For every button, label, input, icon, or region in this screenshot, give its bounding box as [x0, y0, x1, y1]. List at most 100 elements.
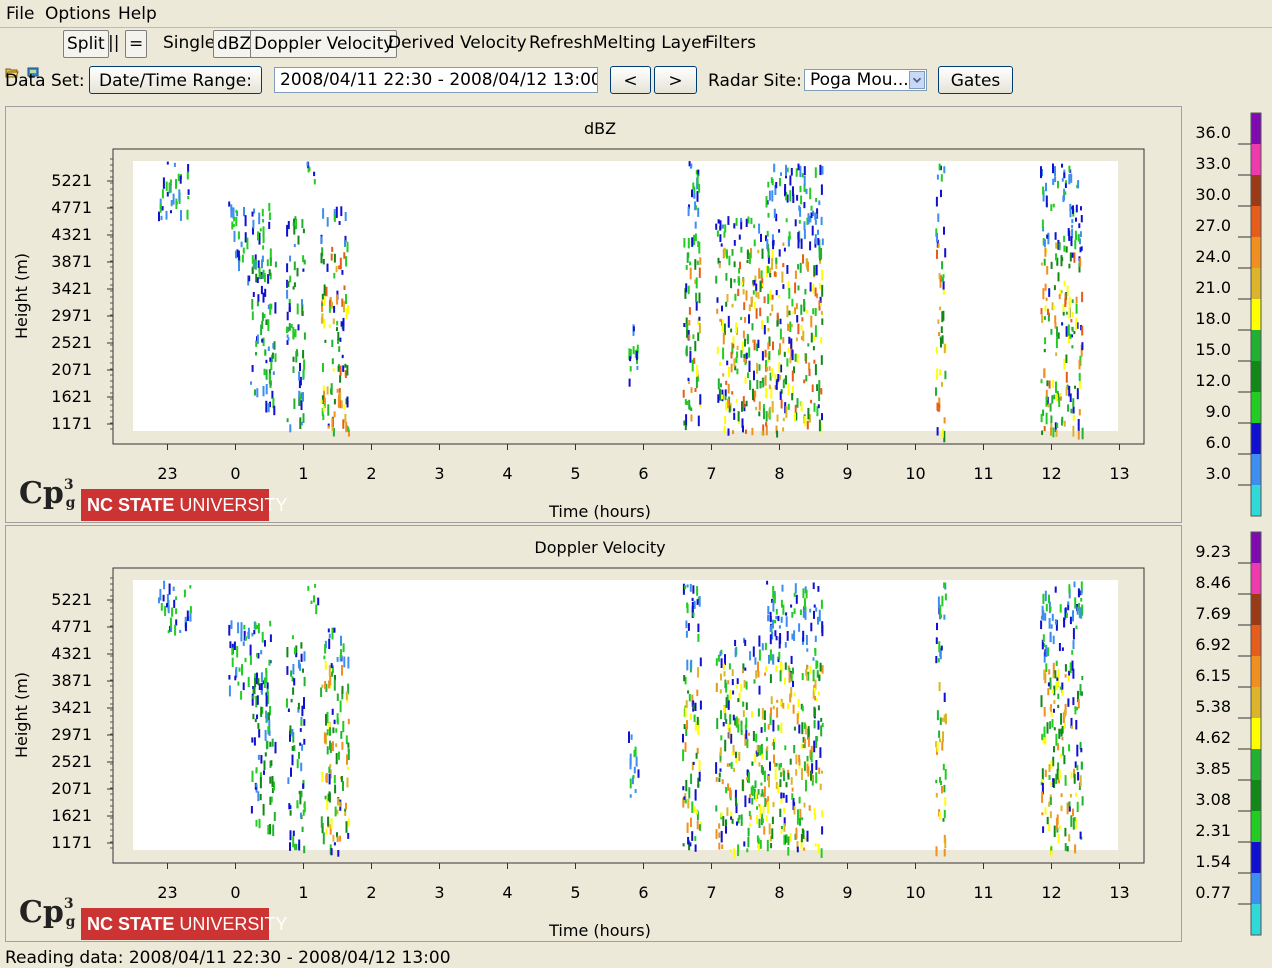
menu-options[interactable]: Options — [45, 4, 111, 24]
radar-echo — [784, 248, 786, 252]
radar-echo — [797, 232, 799, 239]
radar-echo — [739, 693, 741, 697]
radar-echo — [1070, 319, 1072, 322]
radar-echo — [768, 724, 770, 729]
radar-echo — [1047, 817, 1049, 824]
radar-echo — [628, 731, 630, 743]
radar-echo — [803, 609, 805, 618]
radar-echo — [332, 741, 334, 751]
radar-echo — [261, 286, 263, 294]
menu-bar: File Options Help — [0, 0, 1272, 27]
radar-echo — [767, 615, 769, 622]
radar-echo — [763, 826, 765, 834]
radar-echo — [764, 325, 766, 334]
menu-file[interactable]: File — [6, 4, 34, 24]
radar-echo — [1065, 843, 1067, 851]
radar-echo — [822, 723, 824, 727]
radar-echo — [340, 258, 342, 270]
doppler-velocity-chart: Doppler Velocity23 0 1 2 3 4 5 6 7 8 9 10 11 12 13Time… — [0, 525, 1272, 942]
radar-echo — [752, 785, 754, 796]
date-time-range-field[interactable]: 2008/04/11 22:30 - 2008/04/12 13:00 — [274, 67, 598, 93]
radar-echo — [1072, 398, 1074, 407]
radar-echo — [243, 625, 245, 630]
radar-echo — [744, 339, 746, 347]
chevron-down-icon[interactable] — [909, 71, 925, 89]
gates-button[interactable]: Gates — [938, 66, 1013, 94]
split-button[interactable]: Split — [63, 30, 109, 58]
radar-echo — [265, 319, 267, 325]
radar-echo — [1067, 601, 1069, 605]
radar-echo — [1053, 204, 1055, 208]
radar-echo — [687, 690, 689, 693]
radar-echo — [315, 605, 317, 615]
radar-echo — [802, 706, 804, 712]
radar-echo — [258, 213, 260, 225]
radar-echo — [257, 678, 259, 685]
dbz-button[interactable]: dBZ — [213, 30, 255, 58]
radar-echo — [329, 634, 331, 638]
derived-velocity-button[interactable]: Derived Velocity — [385, 30, 530, 56]
radar-echo — [743, 302, 745, 310]
radar-echo — [338, 752, 340, 760]
radar-echo — [749, 304, 751, 311]
previous-button[interactable]: < — [610, 66, 651, 94]
single-button[interactable]: Single — [160, 30, 218, 56]
radar-echo — [788, 383, 790, 395]
radar-echo — [189, 585, 191, 588]
radar-echo — [795, 271, 797, 279]
menu-help[interactable]: Help — [118, 4, 157, 24]
radar-echo — [1077, 180, 1079, 188]
radar-echo — [742, 663, 744, 669]
radar-echo — [271, 797, 273, 803]
melting-layer-button[interactable]: Melting Layer — [590, 30, 712, 56]
radar-echo — [232, 658, 234, 667]
radar-echo — [728, 700, 730, 710]
radar-echo — [744, 317, 746, 323]
next-button[interactable]: > — [654, 66, 697, 94]
radar-echo — [325, 714, 327, 726]
radar-echo — [321, 303, 323, 306]
radar-echo — [822, 239, 824, 246]
colorbar-segment — [1251, 454, 1261, 485]
radar-echo — [334, 720, 336, 724]
radar-echo — [272, 776, 274, 787]
radar-echo — [1052, 690, 1054, 694]
radar-echo — [697, 332, 699, 341]
radar-echo — [336, 207, 338, 218]
x-tick-label: 13 — [1109, 464, 1129, 483]
radar-echo — [1078, 699, 1080, 708]
radar-echo — [685, 800, 687, 804]
radar-echo — [764, 786, 766, 796]
radar-echo — [758, 636, 760, 647]
date-time-range-button[interactable]: Date/Time Range: — [89, 66, 262, 94]
radar-echo — [289, 842, 291, 851]
radar-echo — [732, 249, 734, 256]
radar-echo — [734, 294, 736, 301]
radar-echo — [791, 299, 793, 307]
radar-echo — [724, 680, 726, 689]
colorbar-label: 21.0 — [1195, 278, 1231, 297]
equals-button[interactable]: = — [125, 30, 147, 58]
radar-echo — [771, 696, 773, 704]
radar-echo — [747, 250, 749, 260]
radar-echo — [293, 366, 295, 373]
radar-echo — [736, 685, 738, 689]
radar-site-select[interactable]: Poga Mou... — [804, 69, 927, 91]
radar-echo — [813, 265, 815, 276]
radar-echo — [252, 365, 254, 372]
radar-echo — [264, 678, 266, 689]
radar-echo — [776, 320, 778, 326]
radar-echo — [173, 194, 175, 205]
radar-echo — [700, 701, 702, 710]
radar-echo — [1074, 240, 1076, 250]
radar-echo — [722, 373, 724, 376]
doppler-velocity-button[interactable]: Doppler Velocity — [250, 30, 397, 58]
radar-echo — [696, 690, 698, 696]
refresh-button[interactable]: Refresh — [526, 30, 596, 56]
radar-echo — [820, 303, 822, 306]
parallel-button[interactable]: || — [105, 30, 122, 56]
radar-echo — [780, 391, 782, 400]
filters-button[interactable]: Filters — [702, 30, 759, 56]
radar-echo — [772, 817, 774, 824]
radar-echo — [788, 404, 790, 410]
